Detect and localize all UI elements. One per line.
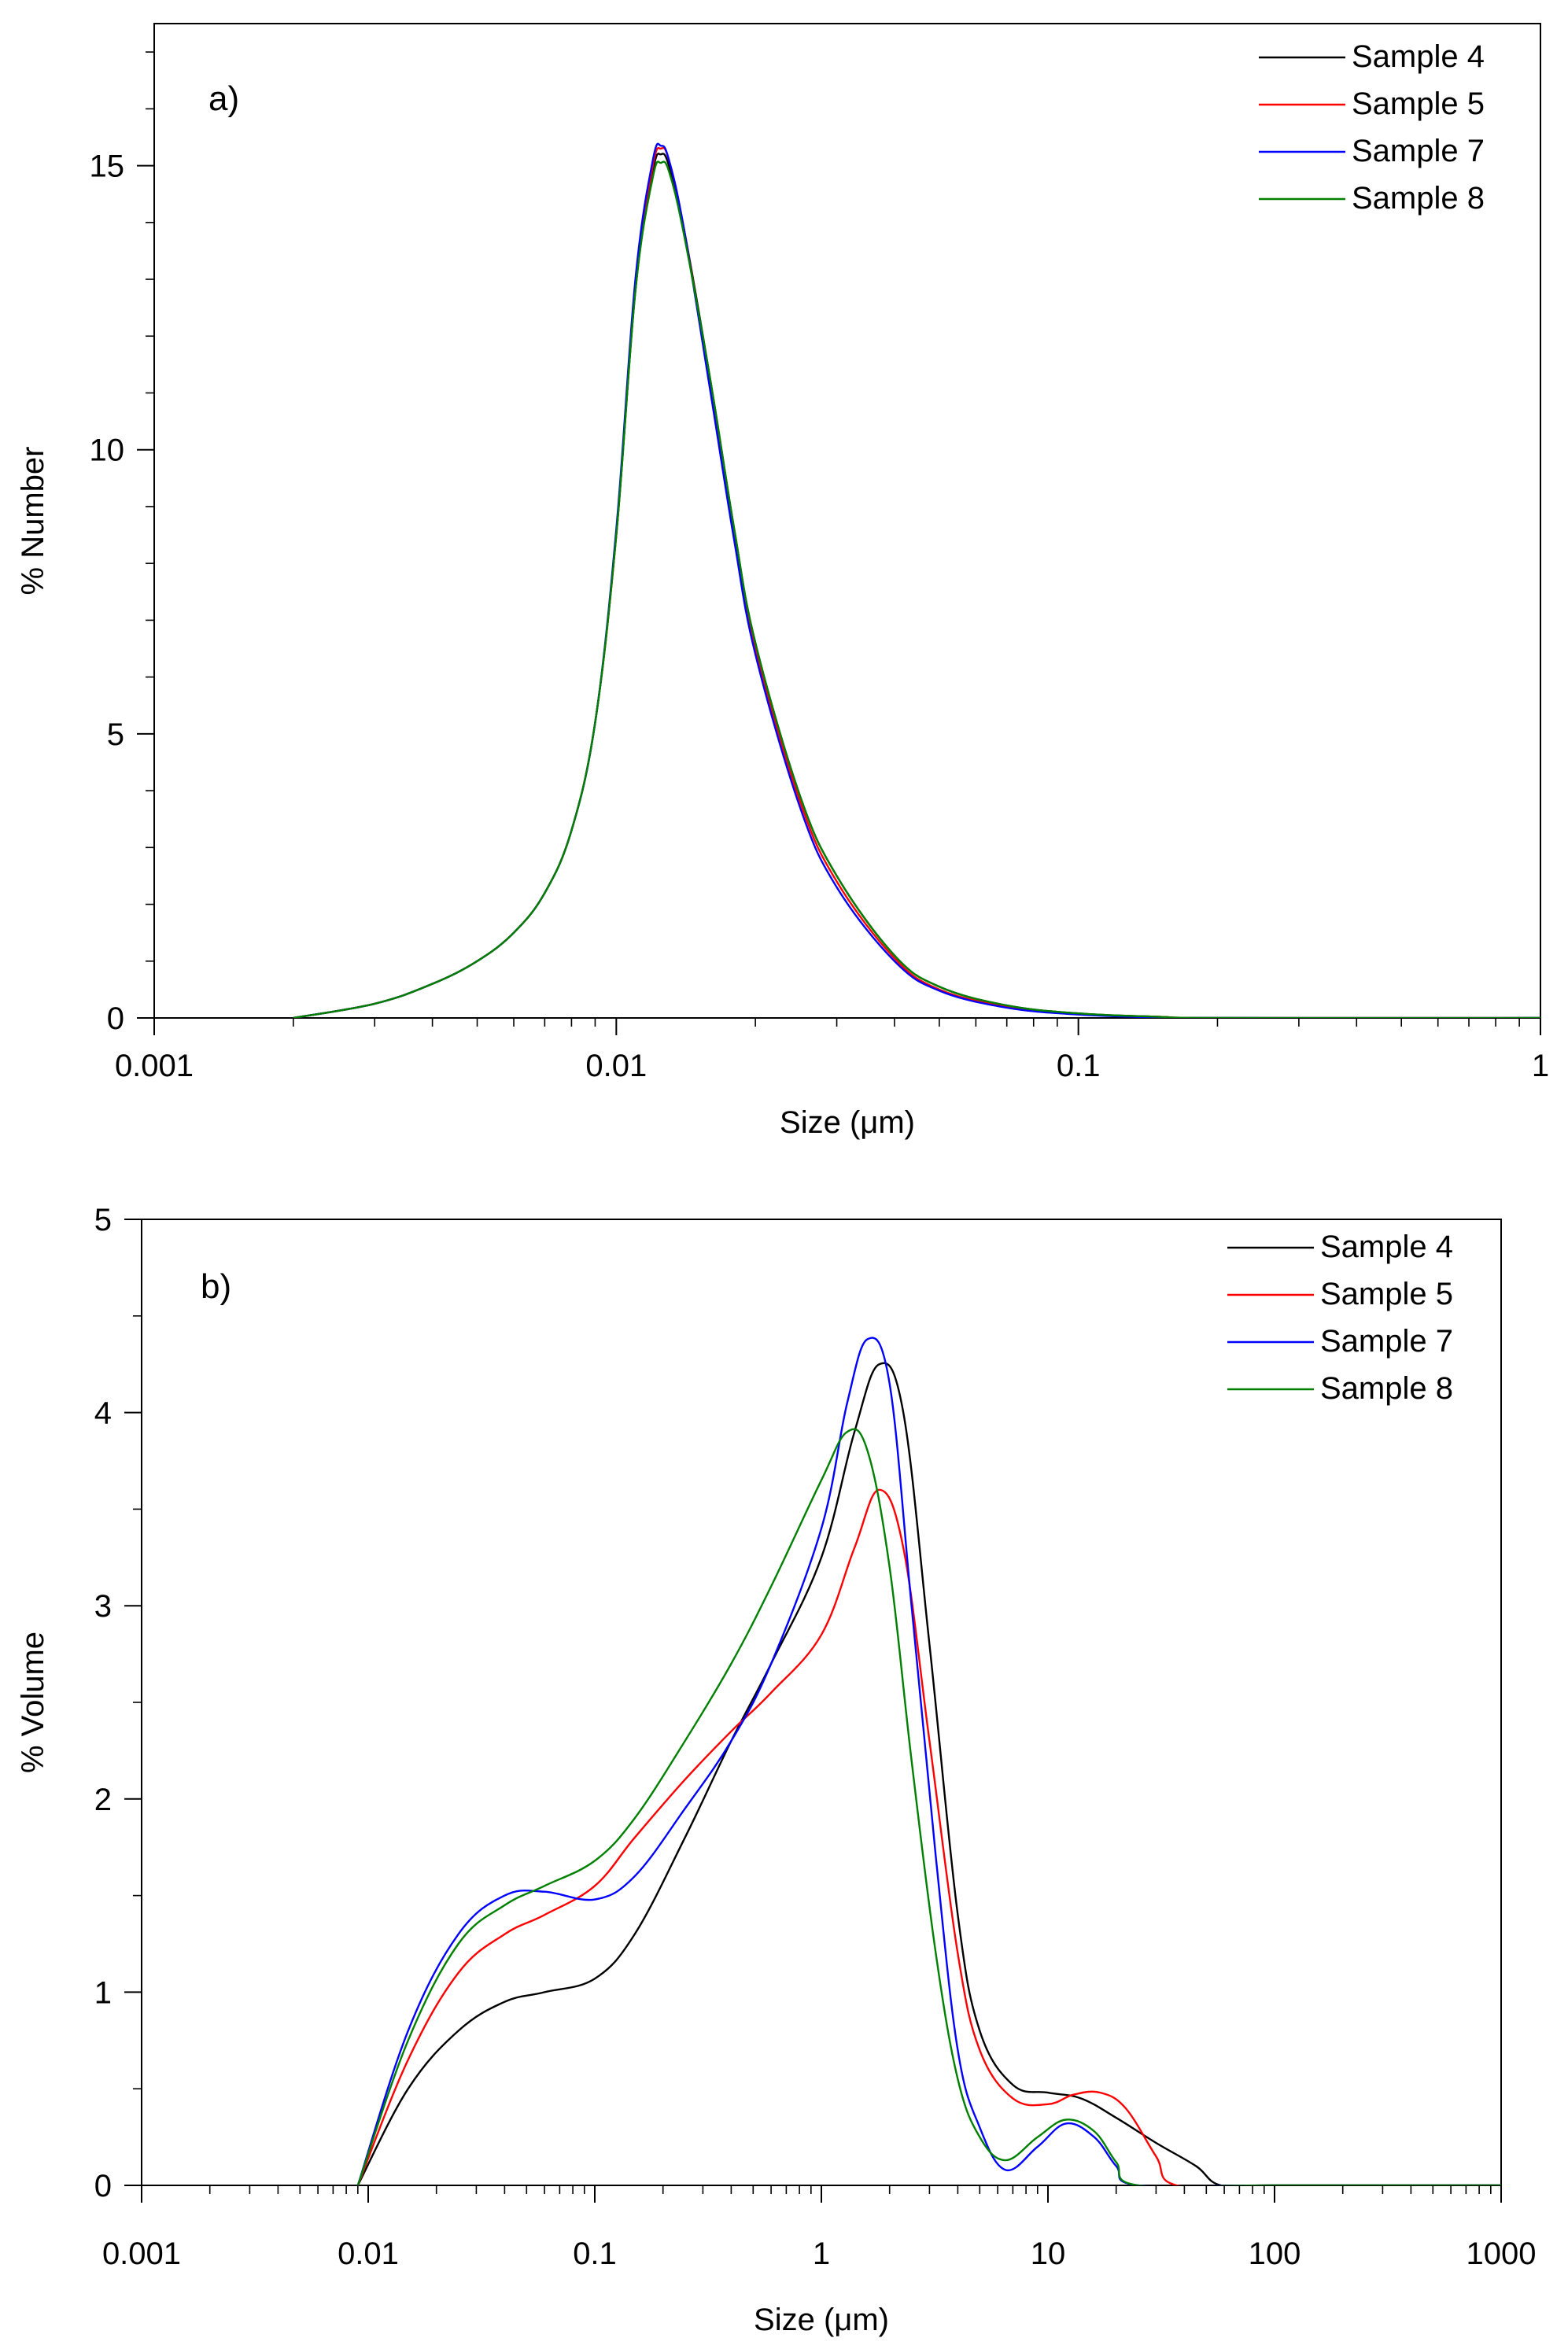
x-axis-label: Size (μm) (780, 1105, 915, 1140)
legend-label: Sample 4 (1320, 1230, 1453, 1264)
y-tick-label: 5 (107, 717, 124, 752)
y-tick-label: 1 (94, 1975, 112, 2010)
x-tick-label: 100 (1249, 2237, 1301, 2271)
x-tick-label: 1 (813, 2237, 830, 2271)
x-tick-label: 1000 (1467, 2237, 1537, 2271)
x-axis-label: Size (μm) (754, 2303, 889, 2337)
legend-label: Sample 8 (1352, 181, 1485, 216)
y-tick-label: 15 (90, 149, 125, 184)
y-tick-label: 5 (94, 1203, 112, 1237)
x-tick-label: 0.1 (573, 2237, 617, 2271)
x-tick-label: 0.001 (115, 1049, 194, 1083)
y-axis-label: % Number (16, 447, 50, 596)
x-tick-label: 1 (1532, 1049, 1549, 1083)
y-tick-label: 4 (94, 1396, 112, 1431)
y-tick-label: 0 (94, 2169, 112, 2203)
y-tick-label: 10 (90, 433, 125, 468)
legend-label: Sample 7 (1320, 1324, 1453, 1359)
x-tick-label: 0.01 (585, 1049, 647, 1083)
chart-panel-b: 0.001 0.01 0.1 1 10 100 1000 0 1 2 3 4 5 Size (μm) % V… (16, 1203, 1536, 2337)
series-line-sample-8 (356, 1428, 1501, 2185)
y-tick-label: 2 (94, 1783, 112, 1817)
x-tick-label: 10 (1031, 2237, 1066, 2271)
series-line-sample-7 (293, 142, 1540, 1018)
y-tick-label: 3 (94, 1589, 112, 1624)
series-line-sample-4 (356, 1362, 1501, 2185)
y-tick-label: 0 (107, 1001, 124, 1036)
series-line-sample-5 (293, 146, 1540, 1018)
x-tick-label: 0.1 (1057, 1049, 1101, 1083)
plot-frame (153, 23, 1541, 1019)
x-tick-label: 0.001 (102, 2237, 181, 2271)
legend-label: Sample 7 (1352, 134, 1485, 168)
x-tick-label: 0.01 (338, 2237, 399, 2271)
series-line-sample-7 (356, 1337, 1501, 2185)
panel-tag: b) (201, 1267, 231, 1306)
legend-label: Sample 4 (1352, 39, 1485, 74)
legend-label: Sample 5 (1352, 87, 1485, 121)
series-line-sample-5 (356, 1488, 1501, 2185)
series-line-sample-4 (293, 153, 1540, 1018)
y-axis-label: % Volume (16, 1632, 50, 1773)
legend-label: Sample 8 (1320, 1371, 1453, 1406)
plot-frame (141, 1219, 1502, 2186)
legend-label: Sample 5 (1320, 1277, 1453, 1311)
panel-tag: a) (208, 79, 239, 118)
series-line-sample-8 (293, 160, 1540, 1018)
